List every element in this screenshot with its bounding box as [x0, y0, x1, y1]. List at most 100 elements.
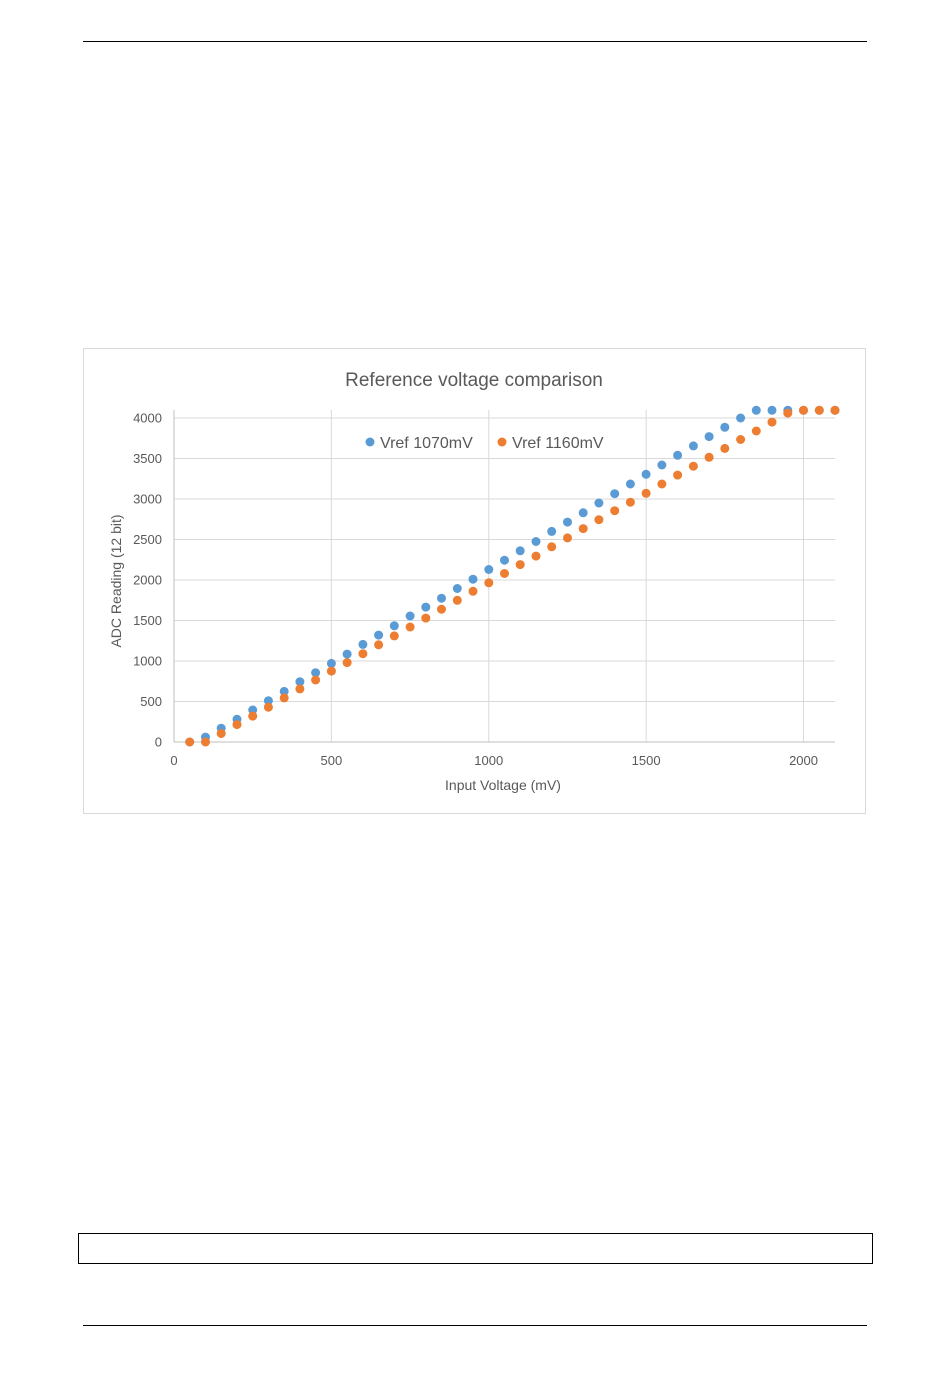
series-0-point	[531, 537, 541, 546]
chart-legend: Vref 1070mV Vref 1160mV	[365, 435, 604, 452]
legend-marker-vref-1070mv	[365, 437, 375, 447]
series-1-point	[531, 551, 541, 561]
series-1-point	[641, 488, 651, 498]
series-1-point	[657, 479, 667, 489]
series-1-point	[720, 443, 730, 453]
series-0-point	[358, 639, 368, 649]
series-1-point	[704, 452, 714, 462]
series-1-point	[500, 569, 509, 578]
y-tick-label: 4000	[133, 411, 162, 426]
series-0-point	[295, 677, 305, 687]
series-0-point	[437, 593, 446, 603]
series-1-point	[688, 461, 698, 471]
x-axis-title: Input Voltage (mV)	[445, 777, 561, 793]
series-1-point	[326, 666, 336, 676]
series-1-point	[232, 720, 242, 730]
series-1-point	[594, 515, 604, 525]
series-1-point	[374, 640, 384, 650]
series-0-point	[751, 405, 761, 415]
series-1-point	[830, 405, 840, 415]
footer-rule	[83, 1325, 867, 1326]
series-1-point	[515, 560, 525, 570]
axes: 0 500 1000 1500 2000 2500 3000 3500 4000 0 500 1000…	[133, 410, 835, 768]
y-tick-label: 1500	[133, 613, 162, 628]
x-tick-label: 0	[170, 753, 177, 768]
series-0-point	[720, 422, 730, 432]
series-1-point	[625, 497, 635, 507]
series-1-point	[783, 408, 793, 418]
series-1-point	[610, 506, 620, 516]
series-0-point	[673, 450, 683, 460]
y-tick-label: 2500	[133, 532, 162, 547]
y-tick-label: 2000	[133, 573, 162, 588]
series-0-point	[500, 555, 509, 565]
x-tick-label: 1500	[632, 753, 661, 768]
series-1-point	[201, 737, 210, 747]
series-0-point	[688, 441, 698, 451]
chart-svg: 0 500 1000 1500 2000 2500 3000 3500 4000 0 500 1000…	[108, 370, 840, 793]
series-1-point	[767, 417, 777, 427]
series-1-point	[295, 684, 305, 694]
series-0-point	[704, 432, 714, 442]
series-0-point	[610, 489, 620, 499]
y-tick-label: 1000	[133, 654, 162, 669]
series-0-point	[736, 413, 746, 423]
legend-label-vref-1160mv: Vref 1160mV	[512, 435, 604, 452]
series-0-point	[578, 508, 588, 518]
legend-marker-vref-1160mv	[497, 437, 507, 447]
series-1-point	[673, 470, 683, 480]
series-1-point	[437, 604, 446, 614]
series-0-point	[594, 498, 604, 508]
series-0-point	[279, 686, 289, 696]
series-0-point	[405, 611, 415, 621]
y-axis-title: ADC Reading (12 bit)	[108, 514, 124, 647]
series-1-point	[216, 729, 226, 738]
y-tick-label: 3000	[133, 492, 162, 507]
series-1-point	[311, 675, 321, 685]
x-tick-label: 2000	[789, 753, 818, 768]
series-1-point	[185, 737, 195, 747]
series-1-point	[736, 435, 746, 444]
series-1-point	[563, 533, 572, 543]
series-1-point	[468, 586, 478, 596]
series-0-point	[389, 621, 399, 631]
series-0-point	[326, 658, 336, 668]
series-0-point	[563, 517, 572, 527]
series-0-point	[263, 696, 273, 706]
y-tick-label: 3500	[133, 451, 162, 466]
series-1-point	[578, 524, 588, 534]
series-0-point	[515, 546, 525, 556]
series-1-point	[452, 595, 462, 605]
series-0-point	[311, 668, 321, 678]
x-tick-label: 1000	[474, 753, 503, 768]
header-rule	[83, 41, 867, 42]
chart-title: Reference voltage comparison	[345, 370, 603, 391]
data-points	[185, 405, 840, 747]
series-1-point	[263, 702, 273, 712]
series-1-point	[484, 578, 494, 588]
series-0-point	[468, 574, 478, 584]
series-1-point	[799, 405, 808, 415]
series-1-point	[814, 405, 824, 415]
series-1-point	[342, 658, 352, 668]
series-0-point	[421, 602, 431, 612]
series-0-point	[767, 405, 777, 415]
series-1-point	[389, 631, 399, 641]
series-1-point	[358, 649, 368, 659]
series-1-point	[405, 622, 415, 632]
series-0-point	[625, 479, 635, 489]
series-0-point	[374, 630, 384, 640]
gridlines	[174, 410, 835, 742]
series-0-point	[484, 565, 494, 574]
series-1-point	[751, 426, 761, 436]
series-1-point	[547, 542, 557, 552]
y-tick-label: 500	[140, 694, 162, 709]
series-0-point	[452, 584, 462, 593]
x-tick-label: 500	[321, 753, 343, 768]
series-1-point	[248, 711, 258, 721]
legend-label-vref-1070mv: Vref 1070mV	[380, 435, 473, 452]
series-0-point	[657, 460, 667, 470]
series-1-point	[279, 693, 289, 703]
empty-caption-box	[78, 1233, 873, 1264]
series-0-point	[641, 469, 651, 479]
